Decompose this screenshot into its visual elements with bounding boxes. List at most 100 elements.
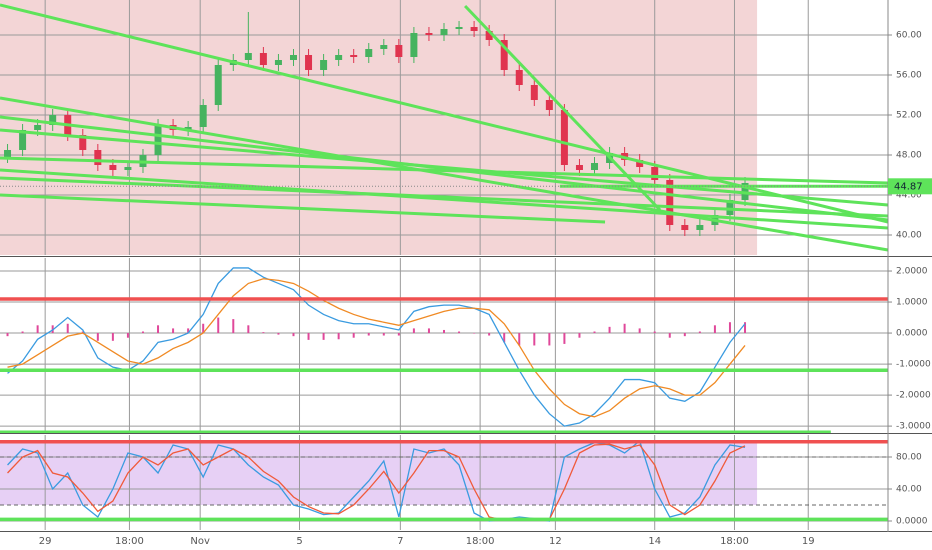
candle-body [289, 55, 297, 60]
histogram-bar [683, 333, 686, 337]
candle-body [425, 33, 433, 35]
histogram-bar [668, 333, 671, 338]
x-tick-label: 19 [802, 536, 815, 547]
candle-body [34, 125, 42, 130]
histogram-bar [397, 333, 400, 336]
histogram-bar [412, 328, 415, 334]
histogram-bar [322, 333, 325, 340]
indicator-line [7, 278, 746, 418]
stochastic-line [7, 439, 746, 522]
x-tick-label: 18:00 [115, 536, 144, 547]
candle-body [335, 55, 343, 60]
candle-body [591, 163, 599, 170]
histogram-bar [21, 331, 24, 334]
candle-body [94, 150, 102, 165]
candle-body [274, 60, 282, 65]
histogram-bar [578, 333, 581, 338]
y-tick-label: 1.0000 [896, 298, 928, 308]
y-tick-label: 60.00 [896, 31, 922, 41]
y-tick-label: 0.0000 [896, 517, 928, 527]
histogram-bar [638, 328, 641, 334]
x-tick-label: 18:00 [720, 536, 749, 547]
candle-body [49, 115, 57, 125]
candle-body [320, 60, 328, 70]
histogram-bar [157, 325, 160, 334]
candle-body [440, 29, 448, 35]
candle-body [305, 55, 313, 70]
histogram-bar [111, 333, 114, 341]
x-tick-label: 18:00 [466, 536, 495, 547]
y-tick-label: 2.0000 [896, 267, 928, 277]
histogram-bar [352, 333, 355, 338]
histogram-bar [623, 323, 626, 334]
y-tick-label: 80.00 [896, 453, 922, 463]
x-tick-label: 5 [296, 536, 302, 547]
grid-layer [0, 0, 888, 530]
histogram-bar [172, 328, 175, 334]
histogram-bar [6, 333, 9, 337]
histogram-bar [713, 325, 716, 334]
over-layer [0, 3, 889, 522]
last-price-box [888, 178, 932, 195]
histogram-bar [66, 323, 69, 334]
candle-body [410, 33, 418, 57]
trend-line [0, 128, 889, 207]
histogram-bar [548, 333, 551, 346]
histogram-bar [698, 331, 701, 334]
y-tick-label: 44.00 [896, 191, 922, 201]
bg-layer [0, 0, 758, 505]
x-tick-label: 12 [549, 536, 562, 547]
histogram-bar [382, 333, 385, 336]
x-tick-label: 7 [397, 536, 403, 547]
candle-body [184, 127, 192, 130]
candle-body [666, 180, 674, 225]
histogram-bar [202, 323, 205, 334]
candle-body [560, 110, 568, 165]
candle-body [4, 150, 12, 157]
histogram-bar [458, 331, 461, 334]
candle-body [395, 45, 403, 57]
histogram-bar [503, 333, 506, 343]
candle-body [636, 160, 644, 167]
trend-line [0, 168, 889, 230]
candle-body [79, 135, 87, 150]
x-tick-label: 14 [648, 536, 661, 547]
histogram-bar [141, 331, 144, 334]
histogram-bar [653, 331, 656, 334]
histogram-bar [36, 325, 39, 334]
candle-body [470, 27, 478, 31]
candle-body [214, 65, 222, 105]
y-tick-label: -2.0000 [896, 391, 931, 401]
candle-body [485, 31, 493, 40]
histogram-bar [608, 326, 611, 334]
candle-body [244, 53, 252, 60]
histogram-bar [277, 333, 280, 335]
trend-line [0, 176, 889, 218]
histogram-bar [593, 331, 596, 334]
histogram-bar [744, 322, 747, 334]
y-tick-label: -1.0000 [896, 360, 931, 370]
y-tick-label: 0.0000 [896, 329, 928, 339]
histogram-bar [473, 333, 476, 334]
candle-body [380, 45, 388, 49]
y-tick-label: 56.00 [896, 71, 922, 81]
histogram-bar [187, 328, 190, 334]
histogram-bar [563, 333, 566, 344]
candle-body [545, 100, 553, 110]
histogram-bar [533, 333, 536, 346]
histogram-bar [518, 333, 521, 346]
y-tick-label: -3.0000 [896, 422, 931, 432]
trend-line [0, 193, 606, 224]
candle-body [259, 53, 267, 65]
candle-body [651, 167, 659, 180]
candle-body [365, 49, 373, 57]
histogram-bar [307, 333, 310, 340]
candle-body [500, 40, 508, 70]
histogram-bar [367, 333, 370, 336]
candle-body [575, 165, 583, 170]
stochastic-line [7, 443, 746, 521]
candle-body [350, 55, 358, 57]
y-tick-label: 48.00 [896, 151, 922, 161]
